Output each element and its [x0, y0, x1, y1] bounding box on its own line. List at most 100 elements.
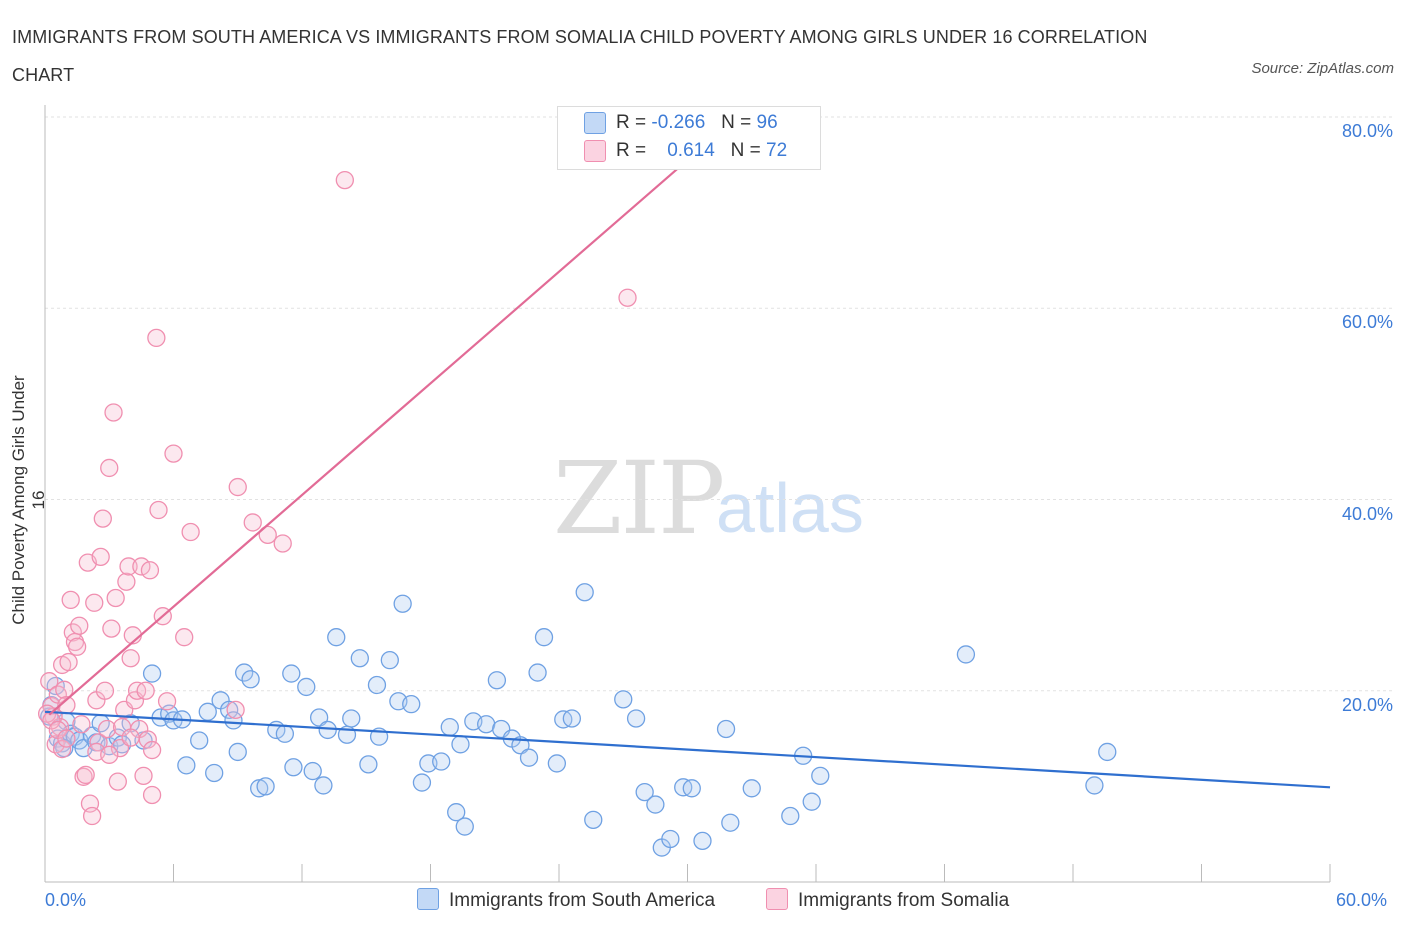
point-south-america: [682, 779, 701, 798]
point-somalia: [117, 572, 136, 591]
point-somalia: [100, 458, 119, 478]
y-tick-label: 40.0%: [1341, 503, 1393, 524]
point-south-america: [190, 731, 209, 750]
point-somalia: [108, 772, 127, 791]
point-south-america: [646, 795, 665, 814]
point-somalia: [70, 616, 89, 635]
point-south-america: [241, 670, 260, 689]
point-south-america: [228, 742, 247, 762]
point-south-america: [432, 752, 451, 771]
point-somalia: [57, 729, 76, 748]
legend-n-label: N =: [721, 112, 752, 134]
point-south-america: [447, 803, 466, 822]
point-south-america: [250, 779, 269, 798]
point-somalia: [61, 590, 80, 610]
x-tick-label-max: 60.0%: [1336, 890, 1388, 910]
legend-swatch-south-america: [584, 112, 606, 134]
series-legend: Immigrants from South America Immigrants…: [0, 888, 1406, 918]
y-tick-label: 80.0%: [1341, 121, 1393, 141]
point-somalia: [67, 637, 87, 656]
point-south-america: [350, 649, 369, 668]
point-somalia: [59, 652, 78, 672]
point-south-america: [626, 709, 646, 728]
point-south-america: [584, 810, 603, 829]
point-south-america: [614, 690, 633, 709]
point-south-america: [1098, 742, 1117, 762]
point-somalia: [95, 681, 115, 700]
point-somalia: [149, 500, 168, 520]
point-south-america: [547, 754, 567, 773]
point-south-america: [309, 708, 329, 727]
legend-n-label: N =: [730, 140, 761, 162]
point-south-america: [562, 709, 581, 728]
point-somalia: [181, 522, 200, 542]
point-south-america: [235, 663, 254, 682]
chart-title: IMMIGRANTS FROM SOUTH AMERICA VS IMMIGRA…: [12, 27, 1148, 85]
watermark-zip: ZIP: [553, 440, 725, 557]
point-south-america: [367, 675, 387, 695]
point-somalia: [335, 170, 354, 190]
point-somalia: [72, 715, 91, 734]
point-somalia: [147, 328, 166, 348]
point-somalia: [140, 561, 160, 580]
point-somalia: [142, 740, 162, 760]
point-south-america: [220, 700, 239, 720]
legend-swatch-somalia: [584, 140, 606, 162]
point-somalia: [258, 525, 277, 545]
correlation-legend: R = -0.266 N = 96 R = 0.614 N = 72: [557, 106, 821, 170]
series-south-america-points: [40, 583, 1117, 857]
point-somalia: [97, 719, 117, 739]
legend-item-somalia: Immigrants from Somalia: [766, 888, 1009, 912]
axes: [44, 105, 1331, 883]
point-somalia: [136, 681, 155, 700]
point-somalia: [119, 557, 138, 576]
point-somalia: [52, 739, 72, 759]
point-south-america: [275, 724, 295, 743]
point-somalia: [104, 403, 123, 422]
point-somalia: [82, 806, 102, 826]
point-south-america: [303, 761, 322, 781]
legend-swatch-south-america: [417, 888, 439, 910]
point-south-america: [487, 671, 507, 690]
x-tick-label-min: 0.0%: [45, 890, 87, 910]
legend-n-value: 72: [766, 140, 788, 162]
point-south-america: [534, 628, 554, 647]
watermark-atlas: atlas: [716, 469, 864, 547]
point-south-america: [956, 645, 976, 664]
point-south-america: [440, 717, 459, 737]
series-somalia-points: [37, 170, 637, 826]
point-south-america: [284, 758, 303, 777]
point-south-america: [742, 779, 761, 798]
point-somalia: [102, 619, 121, 638]
point-somalia: [164, 444, 183, 463]
legend-label-somalia: Immigrants from Somalia: [798, 890, 1010, 911]
point-south-america: [528, 663, 547, 682]
point-south-america: [318, 720, 337, 740]
point-somalia: [142, 785, 162, 805]
point-south-america: [402, 694, 421, 714]
point-somalia: [121, 728, 140, 747]
point-south-america: [451, 735, 470, 754]
point-south-america: [661, 829, 680, 849]
point-south-america: [1085, 776, 1104, 795]
point-south-america: [412, 773, 432, 792]
y-tick-label: 60.0%: [1341, 312, 1393, 333]
point-south-america: [802, 792, 821, 811]
legend-row-somalia: R = 0.614 N = 72: [584, 140, 787, 166]
point-south-america: [380, 651, 399, 670]
point-south-america: [393, 594, 412, 613]
legend-row-south-america: R = -0.266 N = 96: [584, 112, 778, 138]
point-somalia: [618, 288, 637, 307]
point-somalia: [157, 692, 177, 711]
legend-r-value: 0.614: [667, 140, 715, 162]
point-south-america: [314, 776, 333, 795]
point-somalia: [243, 513, 262, 532]
point-somalia: [273, 534, 292, 553]
point-somalia: [175, 628, 194, 647]
point-somalia: [91, 547, 110, 567]
point-south-america: [716, 719, 736, 739]
point-somalia: [100, 745, 119, 764]
y-axis-label: Child Poverty Among Girls Under 16: [9, 375, 48, 625]
point-somalia: [132, 557, 151, 576]
